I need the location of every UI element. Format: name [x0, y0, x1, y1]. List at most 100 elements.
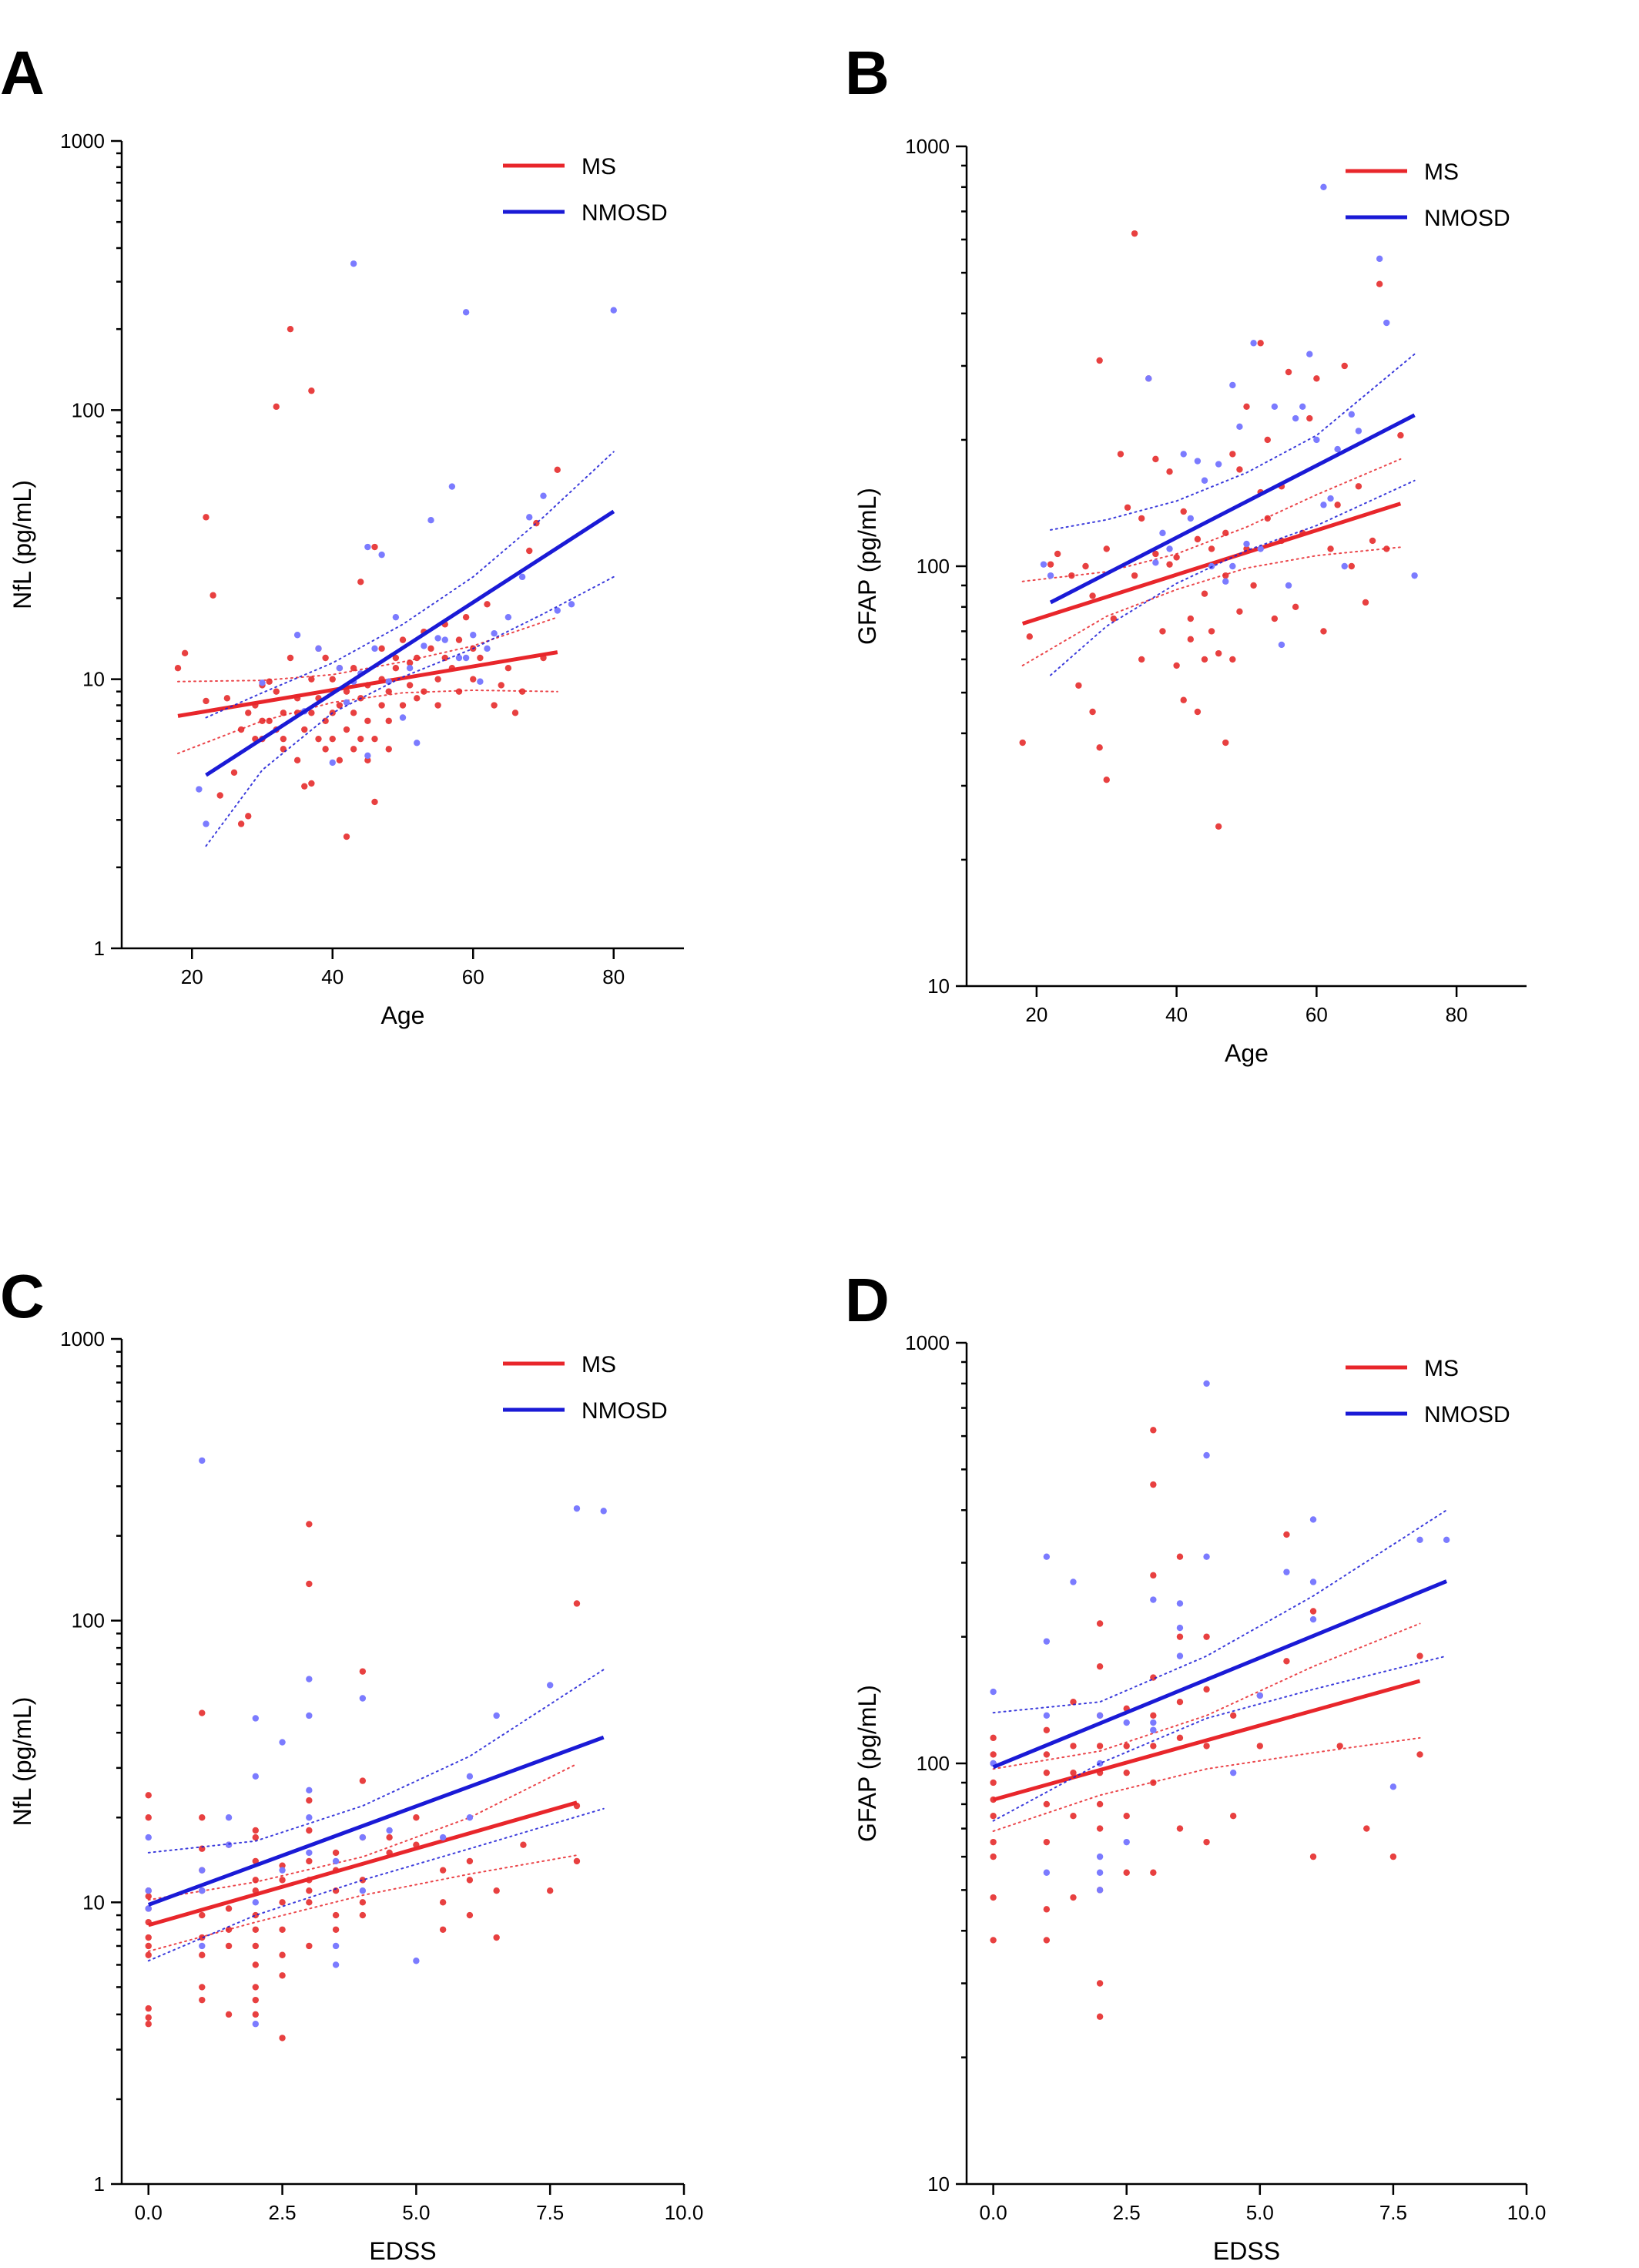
- panel-a: A 1 10 100 1000 20 40 60 80 Age NfL (pg/mL) MS NMOSD: [0, 39, 684, 1029]
- panel-d-ms-point: [1176, 1553, 1184, 1560]
- panel-d-ms-fit-line: [992, 1679, 1421, 1802]
- panel-d-ms-point: [1043, 1906, 1051, 1913]
- panel-a-ms-point: [477, 654, 484, 662]
- panel-a-ms-point: [434, 676, 441, 683]
- panel-b-ms-point: [1306, 414, 1313, 422]
- panel-d-nmosd-point: [1150, 1596, 1157, 1603]
- panel-a-nmosd-point: [364, 752, 371, 760]
- panel-d-nmosd-point: [1096, 1853, 1104, 1860]
- panel-d-ms-point: [1229, 1712, 1237, 1719]
- panel-c-ms-point: [252, 1942, 260, 1950]
- panel-d-ms-point: [1096, 1620, 1104, 1627]
- panel-a-ms-point: [308, 388, 315, 394]
- panel-a-y-tick-label: 1: [94, 937, 105, 960]
- panel-b-y-tick-label: 10: [927, 975, 950, 998]
- panel-c-ms-point: [306, 1521, 313, 1528]
- panel-c-ms-point: [252, 2011, 260, 2018]
- panel-b-ms-point: [1201, 656, 1208, 663]
- panel-d-x-tick-label: 5.0: [1246, 2201, 1274, 2224]
- panel-a-ms-point: [427, 645, 434, 653]
- panel-b-ms-point: [1292, 603, 1299, 611]
- panel-b-ms-point: [1152, 455, 1159, 463]
- panel-c-nmosd-point: [466, 1773, 474, 1780]
- panel-b-ms-point: [1047, 561, 1054, 568]
- panel-a-ms-point: [462, 613, 470, 621]
- panel-d-y-tick-label: 1000: [905, 1331, 950, 1354]
- panel-c-x-axis-title: EDSS: [369, 2237, 436, 2265]
- panel-c-ms-point: [252, 1877, 260, 1884]
- panel-a-ms-point: [336, 757, 344, 764]
- panel-a-ms-point: [455, 688, 463, 695]
- panel-d-letter: D: [845, 1266, 890, 1334]
- panel-d-nmosd-fit-line: [992, 1579, 1448, 1770]
- panel-c-nmosd-point: [386, 1827, 393, 1834]
- panel-a-ms-point: [216, 792, 223, 799]
- panel-d-ms-point: [990, 1937, 997, 1944]
- panel-c-letter: C: [0, 1262, 45, 1330]
- panel-d-ms-point: [1043, 1800, 1051, 1808]
- panel-b-ms-point: [1019, 739, 1026, 746]
- panel-a-ms-point: [385, 717, 392, 724]
- panel-c-nmosd-point: [279, 1739, 286, 1746]
- panel-b-nmosd-point: [1327, 495, 1334, 502]
- panel-c-nmosd-point: [493, 1712, 500, 1719]
- panel-d-ms-point: [990, 1838, 997, 1846]
- panel-d-ms-point: [1043, 1726, 1051, 1733]
- panel-b-ms-point: [1173, 662, 1180, 669]
- panel-c-nmosd-ci-upper: [147, 1669, 605, 1854]
- panel-c-ms-point: [332, 1911, 340, 1919]
- panel-b-ms-point: [1187, 636, 1195, 642]
- panel-b-ms-point: [1138, 656, 1145, 663]
- panel-b-nmosd-point: [1159, 529, 1166, 537]
- panel-a-x-tick-label: 60: [462, 965, 484, 988]
- panel-c-nmosd-point: [145, 1887, 152, 1894]
- panel-a-nmosd-point: [364, 543, 371, 551]
- panel-a-nmosd-point: [540, 492, 547, 499]
- panel-d-ms-point: [1096, 2013, 1104, 2020]
- panel-d-ms-point: [1123, 1813, 1130, 1820]
- panel-c-nmosd-point: [145, 1834, 152, 1841]
- panel-b-legend-label-ms: MS: [1424, 159, 1459, 185]
- panel-d-nmosd-point: [1176, 1652, 1184, 1659]
- panel-c-ms-point: [359, 1777, 367, 1784]
- panel-a-x-tick-label: 20: [181, 965, 203, 988]
- panel-d: D 10 100 1000 0.0 2.5 5.0 7.5 10.0 EDSS GFAP (pg/m…: [845, 1266, 1546, 2265]
- panel-a-nmosd-point: [399, 714, 407, 721]
- panel-d-ms-point: [1070, 1894, 1077, 1901]
- panel-b-x-tick-label: 40: [1165, 1003, 1188, 1026]
- panel-d-nmosd-point: [1309, 1615, 1317, 1623]
- panel-a-nmosd-point: [350, 260, 357, 267]
- panel-d-y-tick-label: 100: [917, 1752, 950, 1775]
- panel-b-nmosd-point: [1222, 578, 1229, 585]
- panel-d-nmosd-point: [1043, 1553, 1051, 1560]
- panel-b-nmosd-point: [1313, 436, 1320, 444]
- panel-d-nmosd-point: [1389, 1783, 1397, 1790]
- panel-c-ms-point: [573, 1600, 581, 1607]
- panel-a-ms-point: [434, 702, 441, 709]
- panel-c-nmosd-point: [252, 2021, 260, 2028]
- panel-c-nmosd-point: [332, 1857, 340, 1865]
- panel-c-ms-point: [145, 2021, 152, 2028]
- panel-d-ms-point: [1309, 1853, 1317, 1860]
- panel-d-x-tick-label: 10.0: [1507, 2201, 1547, 2224]
- panel-b-nmosd-point: [1271, 403, 1279, 410]
- panel-d-nmosd-point: [1256, 1692, 1264, 1699]
- panel-c-ms-point: [145, 1942, 152, 1950]
- panel-c-y-tick-label: 10: [82, 1891, 105, 1914]
- panel-c-nmosd-ci-lower: [147, 1807, 605, 1962]
- panel-b-nmosd-point: [1040, 561, 1047, 568]
- panel-a-ms-point: [498, 682, 504, 689]
- panel-b-ms-point: [1194, 708, 1202, 716]
- panel-c-ms-point: [306, 1887, 313, 1894]
- panel-c-nmosd-fit-line: [147, 1735, 605, 1907]
- panel-c-ms-point: [466, 1857, 474, 1865]
- panel-a-nmosd-point: [462, 654, 470, 662]
- panel-c-ms-point: [145, 1814, 152, 1821]
- panel-a-ms-point: [357, 579, 364, 585]
- panel-a-y-tick-label: 100: [72, 398, 105, 421]
- panel-b-y-axis-title: GFAP (pg/mL): [853, 488, 881, 645]
- panel-b-nmosd-point: [1166, 545, 1173, 552]
- panel-b-ms-point: [1075, 682, 1082, 689]
- panel-d-ms-point: [1150, 1481, 1157, 1488]
- panel-c-ms-point: [306, 1942, 313, 1950]
